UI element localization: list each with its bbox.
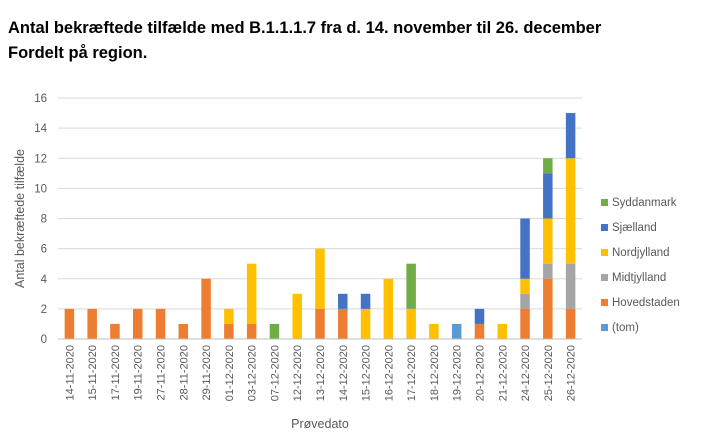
y-tick-label: 10	[34, 183, 47, 195]
legend-swatch	[601, 274, 608, 281]
bar-segment-syddanmark	[543, 158, 553, 174]
bar-segment-sjælland	[520, 218, 530, 279]
x-tick-label: 18-12-2020	[429, 345, 441, 401]
x-tick-label: 16-12-2020	[383, 345, 395, 401]
legend-entry: Syddanmark	[612, 197, 677, 209]
bar-segment-midtjylland	[520, 293, 530, 309]
x-axis-label: Prøvedato	[291, 417, 349, 431]
bar-segment-hovedstaden	[474, 323, 485, 339]
legend-entry: Hovedstaden	[612, 297, 680, 309]
x-tick-label: 17-12-2020	[406, 345, 418, 401]
bar-segment-hovedstaden	[565, 308, 576, 339]
x-tick-label: 28-11-2020	[178, 345, 190, 400]
x-axis-ticks: 14-11-2020 15-11-2020 17-11-2020 19-11-2020…	[64, 345, 577, 401]
x-tick-label: 25-12-2020	[543, 345, 555, 401]
legend: Syddanmark Sjælland Nordjylland Midtjylland…	[601, 197, 680, 334]
x-tick-label: 19-12-2020	[452, 345, 464, 401]
y-tick-label: 6	[41, 244, 47, 256]
bar-segment-hovedstaden	[246, 323, 257, 339]
bar-segment-nordjylland	[292, 293, 302, 339]
title-line-2: Fordelt på region.	[8, 44, 148, 62]
x-tick-label: 07-12-2020	[269, 345, 281, 401]
bar-segment-nordjylland	[429, 323, 439, 339]
legend-swatch	[601, 299, 608, 306]
x-tick-label: 27-11-2020	[156, 345, 168, 400]
bar-segment-hovedstaden	[178, 323, 189, 339]
x-tick-label: 03-12-2020	[247, 345, 259, 401]
bar-segment-midtjylland	[565, 263, 576, 309]
bar-segment-nordjylland	[246, 263, 257, 324]
bar-segment-nordjylland	[520, 278, 530, 294]
legend-swatch	[601, 199, 608, 206]
bar-segment-hovedstaden	[132, 308, 143, 339]
bar-segment-nordjylland	[315, 248, 325, 309]
legend-entry: (tom)	[612, 322, 639, 334]
y-tick-label: 12	[34, 153, 47, 165]
x-tick-label: 19-11-2020	[133, 345, 145, 400]
y-axis-label: Antal bekræftede tilfælde	[13, 149, 27, 288]
bar-segment-hovedstaden	[315, 308, 325, 339]
x-tick-label: 29-11-2020	[201, 345, 213, 400]
bar-segment-nordjylland	[224, 308, 234, 324]
x-tick-label: 12-12-2020	[292, 345, 304, 401]
bar-segment-hovedstaden	[87, 308, 97, 339]
x-tick-label: 01-12-2020	[224, 345, 236, 401]
y-tick-label: 4	[41, 274, 48, 286]
x-tick-label: 14-11-2020	[64, 345, 76, 400]
legend-swatch	[601, 249, 608, 256]
y-axis-ticks: 0 2 4 6 8 10 12 14 16	[34, 93, 47, 346]
bar-segment-syddanmark	[269, 323, 280, 339]
bar-segment-sjælland	[474, 308, 485, 324]
y-tick-label: 16	[34, 93, 47, 105]
x-tick-label: 14-12-2020	[338, 345, 350, 401]
y-tick-label: 2	[41, 304, 47, 316]
title-line-1: Antal bekræftede tilfælde med B.1.1.1.7 …	[8, 19, 602, 37]
bar-segment-sjælland	[338, 293, 348, 309]
bar-segment-sjælland	[543, 173, 553, 219]
x-tick-label: 26-12-2020	[566, 345, 578, 401]
x-tick-label: 15-12-2020	[361, 345, 373, 401]
y-tick-label: 0	[41, 334, 47, 346]
x-tick-label: 17-11-2020	[110, 345, 122, 400]
bar-segment-hovedstaden	[201, 278, 211, 339]
bar-segment-nordjylland	[497, 323, 508, 339]
bar-segment-sjælland	[360, 293, 371, 309]
bar-segment-nordjylland	[543, 218, 553, 264]
x-tick-label: 21-12-2020	[497, 345, 509, 401]
bar-segment-hovedstaden	[224, 323, 234, 339]
bar-segment-nordjylland	[406, 308, 416, 339]
bars	[64, 113, 576, 339]
y-tick-label: 14	[34, 123, 47, 135]
bar-segment-midtjylland	[543, 263, 553, 279]
bar-segment-tom	[451, 323, 462, 339]
bar-segment-nordjylland	[383, 278, 394, 339]
legend-entry: Nordjylland	[612, 247, 670, 259]
bar-segment-hovedstaden	[64, 308, 75, 339]
legend-entry: Midtjylland	[612, 272, 666, 284]
bar-segment-sjælland	[565, 113, 576, 159]
y-tick-label: 8	[41, 214, 47, 226]
bar-segment-hovedstaden	[543, 278, 553, 339]
bar-segment-hovedstaden	[520, 308, 530, 339]
x-tick-label: 15-11-2020	[87, 345, 99, 400]
x-tick-label: 24-12-2020	[520, 345, 532, 401]
x-tick-label: 20-12-2020	[474, 345, 486, 401]
bar-segment-nordjylland	[360, 308, 371, 339]
legend-entry: Sjælland	[612, 222, 657, 234]
bar-segment-hovedstaden	[338, 308, 348, 339]
bar-segment-nordjylland	[565, 158, 576, 264]
bar-segment-hovedstaden	[110, 323, 120, 339]
bar-segment-syddanmark	[406, 263, 416, 309]
x-tick-label: 13-12-2020	[315, 345, 327, 401]
legend-swatch	[601, 224, 608, 231]
gridlines	[58, 97, 582, 310]
legend-swatch	[601, 324, 608, 331]
bar-segment-hovedstaden	[155, 308, 166, 339]
chart-title: Antal bekræftede tilfælde med B.1.1.1.7 …	[8, 16, 601, 66]
